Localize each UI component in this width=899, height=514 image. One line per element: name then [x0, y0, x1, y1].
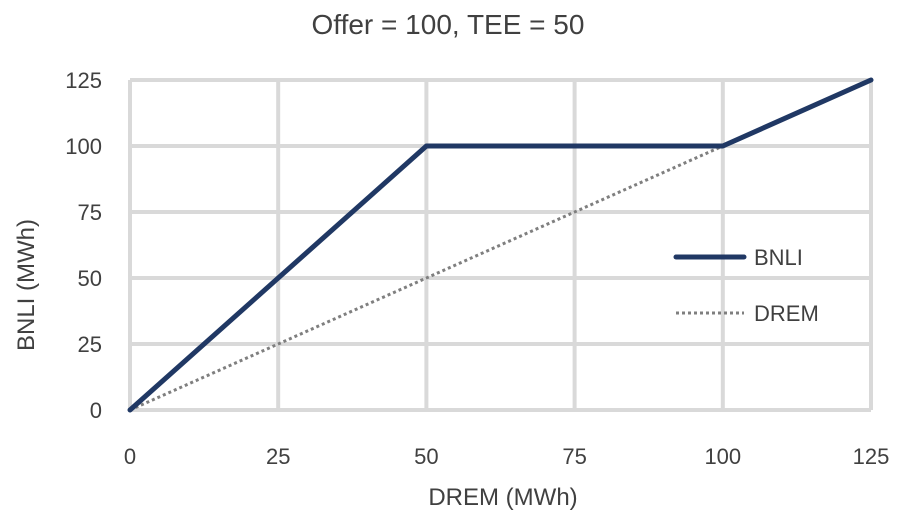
grid [128, 78, 873, 412]
y-axis-ticks: 0 25 50 75 100 125 [65, 68, 102, 423]
y-axis-label: BNLI (MWh) [13, 219, 40, 351]
y-tick-label: 100 [65, 134, 102, 159]
series-line-bnli [127, 77, 874, 413]
y-tick-label: 0 [90, 398, 102, 423]
x-tick-label: 100 [704, 444, 741, 469]
x-tick-label: 75 [562, 444, 586, 469]
x-tick-label: 50 [414, 444, 438, 469]
legend-label-drem: DREM [754, 301, 819, 326]
legend: BNLI DREM [673, 245, 819, 326]
y-tick-label: 25 [78, 332, 102, 357]
x-axis-ticks: 0 25 50 75 100 125 [124, 444, 889, 469]
y-tick-label: 75 [78, 200, 102, 225]
chart-title: Offer = 100, TEE = 50 [312, 9, 585, 40]
series-layer [127, 77, 874, 413]
x-axis-label: DREM (MWh) [428, 484, 577, 511]
y-tick-label: 50 [78, 266, 102, 291]
x-tick-label: 125 [853, 444, 890, 469]
legend-label-bnli: BNLI [754, 245, 803, 270]
y-tick-label: 125 [65, 68, 102, 93]
x-tick-label: 25 [266, 444, 290, 469]
x-tick-label: 0 [124, 444, 136, 469]
